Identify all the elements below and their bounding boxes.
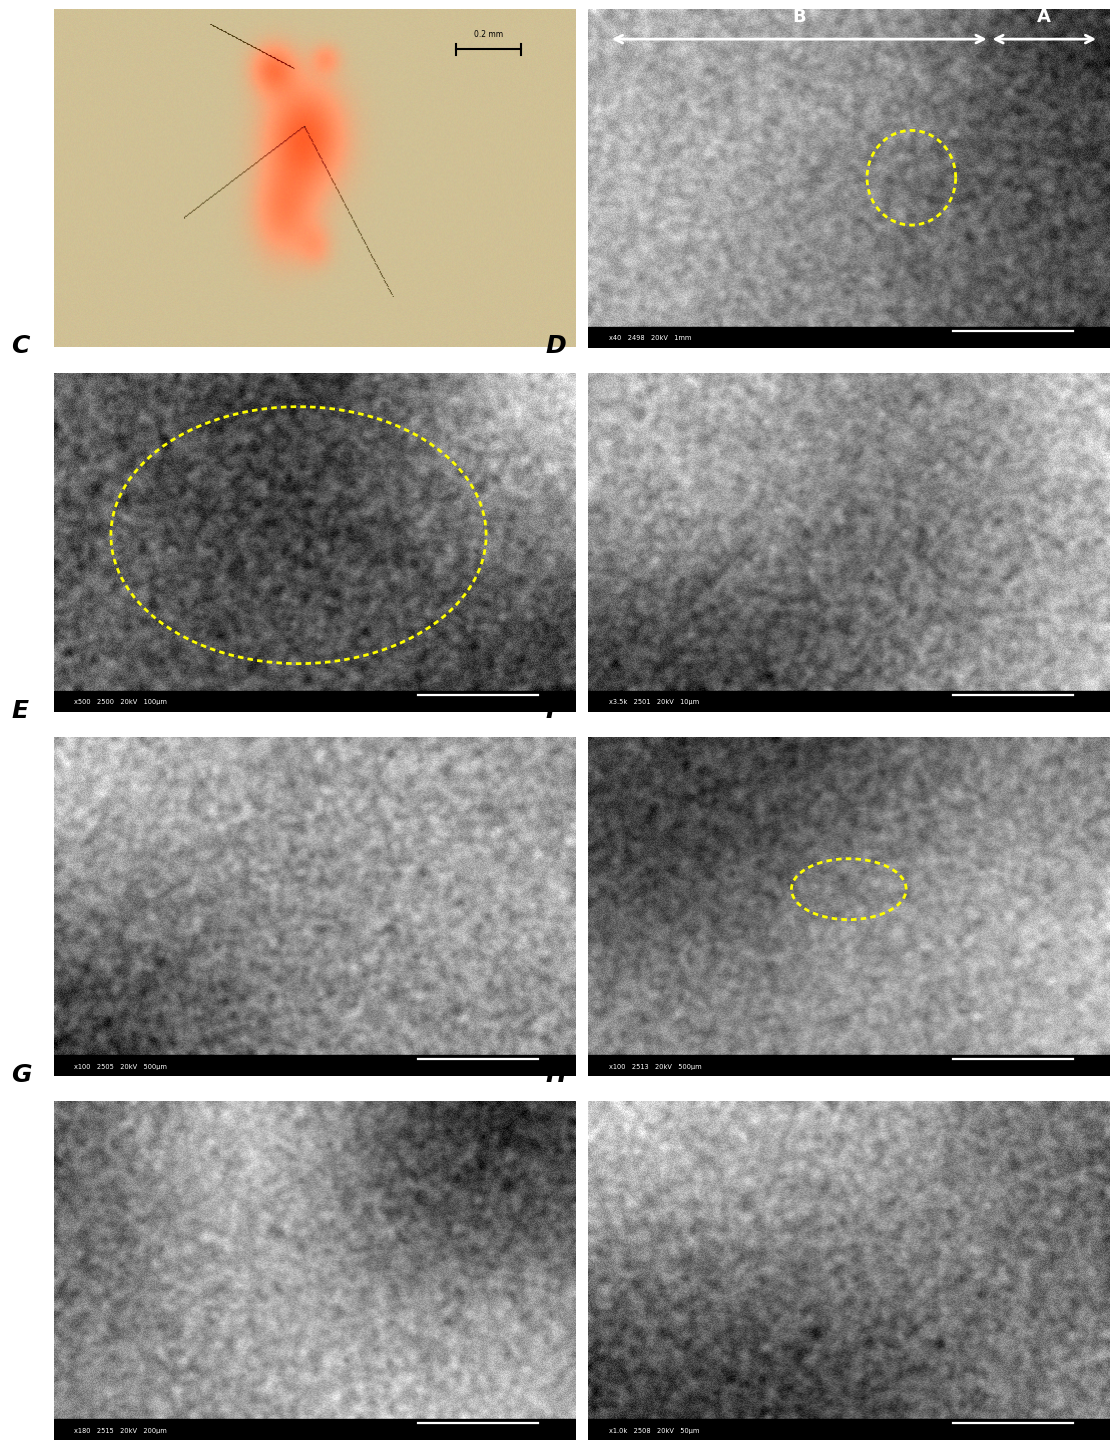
Text: x3.5k   2501   20kV   10μm: x3.5k 2501 20kV 10μm [609, 699, 699, 705]
Text: F: F [546, 698, 563, 723]
Text: G: G [11, 1063, 31, 1086]
Text: D: D [546, 334, 566, 359]
Text: x40   2498   20kV   1mm: x40 2498 20kV 1mm [609, 336, 691, 342]
Text: x180   2515   20kV   200μm: x180 2515 20kV 200μm [75, 1428, 167, 1434]
Text: H: H [546, 1063, 566, 1086]
Text: E: E [11, 698, 28, 723]
Text: A: A [1037, 7, 1051, 26]
Text: x100   2513   20kV   500μm: x100 2513 20kV 500μm [609, 1064, 701, 1070]
Text: x500   2500   20kV   100μm: x500 2500 20kV 100μm [75, 699, 167, 705]
Text: C: C [11, 334, 29, 359]
Text: x1.0k   2508   20kV   50μm: x1.0k 2508 20kV 50μm [609, 1428, 699, 1434]
Text: B: B [793, 7, 806, 26]
Text: x100   2505   20kV   500μm: x100 2505 20kV 500μm [75, 1064, 167, 1070]
